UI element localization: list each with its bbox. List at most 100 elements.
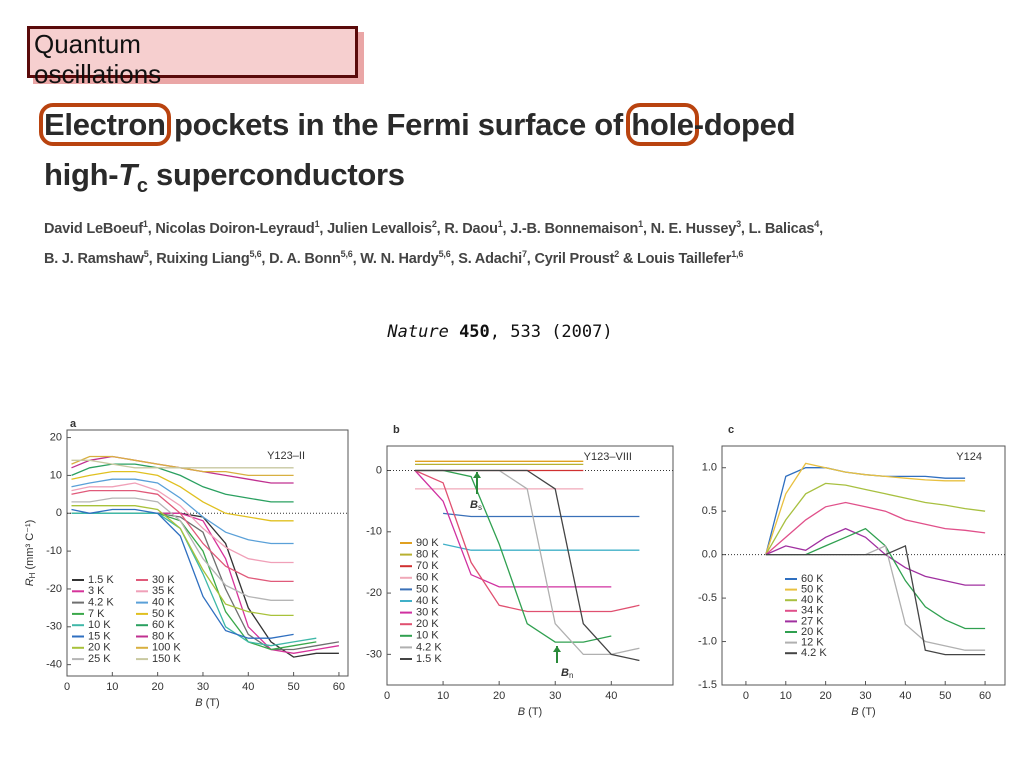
series-line — [765, 527, 986, 630]
y-tick-label: -10 — [366, 526, 382, 538]
x-tick-label: 20 — [820, 690, 832, 702]
arrow-head — [553, 646, 561, 652]
series-line — [71, 455, 294, 484]
series-line — [71, 497, 294, 601]
title-symbol: T — [118, 157, 137, 192]
annotation-subscript: n — [569, 671, 573, 680]
y-tick-label: -1.5 — [698, 679, 717, 691]
affiliation: 7 — [521, 248, 527, 259]
x-tick-label: 0 — [64, 681, 70, 693]
x-tick-label: 60 — [333, 681, 345, 693]
y-tick-label: -30 — [46, 621, 62, 633]
x-tick-label: 30 — [549, 690, 561, 702]
axis-unit: (T) — [203, 697, 220, 709]
author-name: W. N. Hardy — [360, 250, 439, 267]
affiliation: 5 — [143, 248, 149, 259]
author-line: B. J. Ramshaw5, Ruixing Liang5,6, D. A. … — [44, 242, 823, 272]
x-axis-label: B (T) — [518, 706, 542, 718]
author-name: B. J. Ramshaw — [44, 250, 144, 267]
y-axis-label: RH (mm³ C⁻¹) — [24, 520, 37, 587]
title-word: hole — [626, 103, 699, 146]
series-line — [71, 482, 294, 564]
legend-label: 10 K — [88, 619, 111, 631]
series-line — [765, 544, 986, 656]
x-tick-label: 20 — [493, 690, 505, 702]
plot-frame — [66, 429, 349, 677]
affiliation: 5,6 — [340, 248, 353, 259]
axis-symbol: B — [518, 706, 525, 718]
x-axis-label: B (T) — [851, 706, 875, 718]
separator: , — [819, 220, 823, 237]
legend-label: 150 K — [152, 653, 181, 665]
legend-label: 4.2 K — [88, 597, 114, 609]
author-name: N. E. Hussey — [650, 220, 737, 237]
paper-title: Electron pockets in the Fermi surface of… — [39, 100, 796, 211]
legend-label: 35 K — [152, 585, 175, 597]
series-line — [71, 508, 294, 639]
citation: Nature 450, 533 (2007) — [0, 322, 1000, 342]
separator: , — [148, 250, 157, 267]
author-name: Nicolas Doiron-Leyraud — [155, 220, 315, 237]
legend-label: 50 K — [416, 583, 439, 595]
plot-frame — [721, 445, 1006, 686]
legend-label: 60 K — [801, 573, 824, 585]
legend-label: 50 K — [801, 584, 824, 596]
series-line — [765, 501, 986, 556]
x-tick-label: 40 — [899, 690, 911, 702]
series-line — [415, 469, 612, 643]
legend-label: 4.2 K — [416, 641, 442, 653]
affiliation: 4 — [814, 219, 820, 229]
legend-label: 60 K — [152, 619, 175, 631]
title-text: superconductors — [147, 157, 405, 192]
separator: , — [502, 220, 511, 237]
separator: , — [261, 250, 270, 267]
author-name: J.-B. Bonnemaison — [510, 220, 639, 237]
x-axis-label: B (T) — [195, 697, 219, 709]
series-line — [71, 512, 317, 647]
legend-label: 40 K — [416, 595, 439, 607]
title-text: high- — [44, 157, 119, 192]
y-tick-label: 0.5 — [702, 505, 717, 517]
legend-label: 70 K — [416, 560, 439, 572]
x-tick-label: 10 — [780, 690, 792, 702]
series-line — [443, 512, 640, 518]
separator: , — [319, 220, 328, 237]
y-tick-label: -20 — [366, 587, 382, 599]
header-box: Quantum oscillations — [27, 26, 358, 89]
y-tick-label: 0 — [376, 464, 382, 476]
y-tick-label: -20 — [46, 583, 62, 595]
x-tick-label: 60 — [979, 690, 991, 702]
legend-label: 40 K — [801, 594, 824, 606]
y-tick-label: 1.0 — [702, 462, 717, 474]
legend-label: 10 K — [416, 630, 439, 642]
annotation-symbol: B — [470, 499, 478, 511]
affiliation: 2 — [431, 219, 437, 229]
legend-label: 12 K — [801, 637, 824, 649]
y-tick-label: 20 — [50, 431, 62, 443]
legend-label: 50 K — [152, 608, 175, 620]
affiliation: 3 — [736, 219, 741, 229]
separator: , — [352, 250, 361, 267]
legend-label: 100 K — [152, 642, 181, 654]
author-name: D. A. Bonn — [269, 250, 341, 267]
separator: , — [147, 220, 156, 237]
citation-rest: , 533 (2007) — [489, 322, 613, 342]
panel-label: b — [393, 424, 400, 436]
affiliation: 1 — [638, 219, 643, 229]
series-line — [765, 544, 986, 651]
legend-label: 20 K — [88, 642, 111, 654]
legend-label: 7 K — [88, 608, 105, 620]
x-tick-label: 0 — [743, 690, 749, 702]
series-line — [765, 527, 986, 586]
y-tick-label: -1.0 — [698, 635, 717, 647]
annotation: Bn — [561, 667, 573, 680]
legend-label: 30 K — [152, 574, 175, 586]
y-tick-label: -0.5 — [698, 592, 717, 604]
legend-label: 15 K — [88, 630, 111, 642]
separator: , — [526, 250, 535, 267]
x-tick-label: 10 — [106, 681, 118, 693]
y-tick-label: 0 — [56, 507, 62, 519]
annotation: Bs — [470, 499, 482, 512]
series-line — [765, 462, 966, 555]
